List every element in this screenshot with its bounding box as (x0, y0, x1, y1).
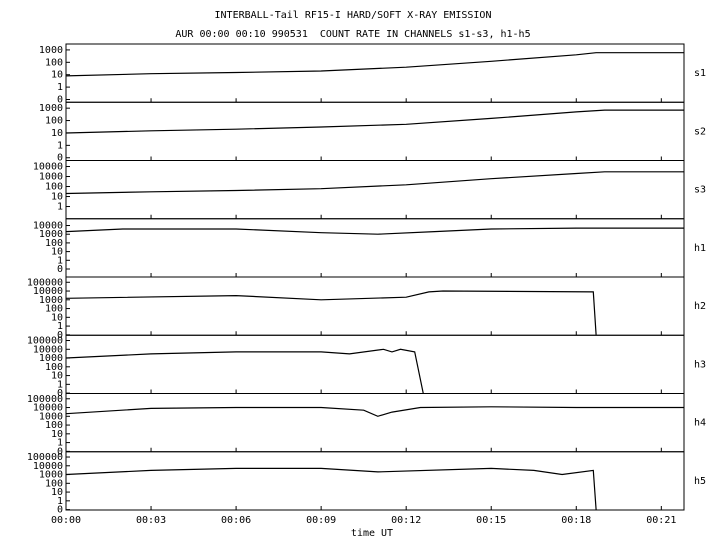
y-tick-label: 10000 (33, 461, 63, 472)
x-tick-label: 00:21 (646, 515, 676, 526)
panel-frame (65, 334, 685, 394)
y-tick-label: 1000 (39, 45, 63, 56)
y-tick-label: 1000 (39, 103, 63, 114)
x-tick-label: 00:18 (561, 515, 591, 526)
y-tick-label: 10000 (33, 403, 63, 414)
panel-label: s3 (694, 185, 706, 196)
data-line (65, 227, 684, 235)
data-line (65, 406, 684, 417)
y-tick-label: 100 (45, 304, 63, 315)
data-line (65, 348, 424, 394)
y-tick-label: 0 (57, 330, 63, 341)
chart-subtitle: AUR 00:00 00:10 990531 COUNT RATE IN CHA… (175, 29, 530, 40)
y-tick-label: 1 (57, 140, 63, 151)
x-tick-label: 00:15 (476, 515, 506, 526)
y-tick-label: 100 (45, 116, 63, 127)
y-tick-label: 0 (57, 153, 63, 164)
y-tick-label: 1000 (39, 353, 63, 364)
y-tick-label: 100 (45, 420, 63, 431)
data-line (65, 52, 684, 77)
y-tick-label: 100000 (27, 394, 63, 405)
y-tick-label: 10 (51, 487, 63, 498)
y-tick-label: 100000 (27, 277, 63, 288)
y-tick-label: 1 (57, 82, 63, 93)
y-tick-label: 1000 (39, 229, 63, 240)
y-tick-label: 1 (57, 202, 63, 213)
data-line (65, 290, 597, 335)
y-tick-label: 1 (57, 321, 63, 332)
panel-label: h4 (694, 418, 706, 429)
y-tick-label: 10 (51, 70, 63, 81)
x-tick-label: 00:03 (136, 515, 166, 526)
y-tick-label: 100 (45, 362, 63, 373)
y-tick-label: 1 (57, 379, 63, 390)
y-tick-label: 100 (45, 182, 63, 193)
panel-label: s2 (694, 126, 706, 137)
y-tick-label: 100000 (27, 452, 63, 463)
y-tick-label: 1000 (39, 172, 63, 183)
y-tick-label: 10 (51, 192, 63, 203)
x-axis-label: time UT (351, 528, 393, 539)
panel-frame (65, 218, 685, 278)
x-tick-label: 00:09 (306, 515, 336, 526)
y-tick-label: 100 (45, 478, 63, 489)
y-tick-label: 0 (57, 505, 63, 516)
x-tick-label: 00:00 (51, 515, 81, 526)
y-tick-label: 10 (51, 371, 63, 382)
panel-frame (65, 393, 685, 453)
y-tick-label: 1000 (39, 411, 63, 422)
panel-frame (65, 451, 685, 511)
y-tick-label: 100 (45, 57, 63, 68)
y-tick-label: 10 (51, 247, 63, 258)
panel-label: h3 (694, 359, 706, 370)
panel-label: s1 (694, 68, 706, 79)
y-tick-label: 10 (51, 128, 63, 139)
y-tick-label: 100000 (27, 336, 63, 347)
data-line (65, 467, 597, 510)
y-tick-label: 0 (57, 388, 63, 399)
y-tick-label: 10 (51, 312, 63, 323)
y-tick-label: 1000 (39, 470, 63, 481)
panel-label: h1 (694, 243, 706, 254)
y-tick-label: 10000 (33, 286, 63, 297)
y-tick-label: 0 (57, 264, 63, 275)
data-line (65, 171, 684, 195)
y-tick-label: 1 (57, 255, 63, 266)
y-tick-label: 10000 (33, 344, 63, 355)
y-tick-label: 10000 (33, 221, 63, 232)
panel-label: h5 (694, 476, 706, 487)
y-tick-label: 0 (57, 446, 63, 457)
panel-label: h2 (694, 301, 706, 312)
y-tick-label: 0 (57, 94, 63, 105)
y-tick-label: 1000 (39, 295, 63, 306)
x-tick-label: 00:12 (391, 515, 421, 526)
y-tick-label: 10 (51, 429, 63, 440)
panel-frame (65, 160, 685, 220)
y-tick-label: 100 (45, 238, 63, 249)
y-tick-label: 10000 (33, 162, 63, 173)
x-tick-label: 00:06 (221, 515, 251, 526)
y-tick-label: 1 (57, 496, 63, 507)
y-tick-label: 1 (57, 438, 63, 449)
panel-frame (65, 276, 685, 336)
chart-title: INTERBALL-Tail RF15-I HARD/SOFT X-RAY EM… (215, 10, 492, 21)
data-line (65, 109, 684, 134)
